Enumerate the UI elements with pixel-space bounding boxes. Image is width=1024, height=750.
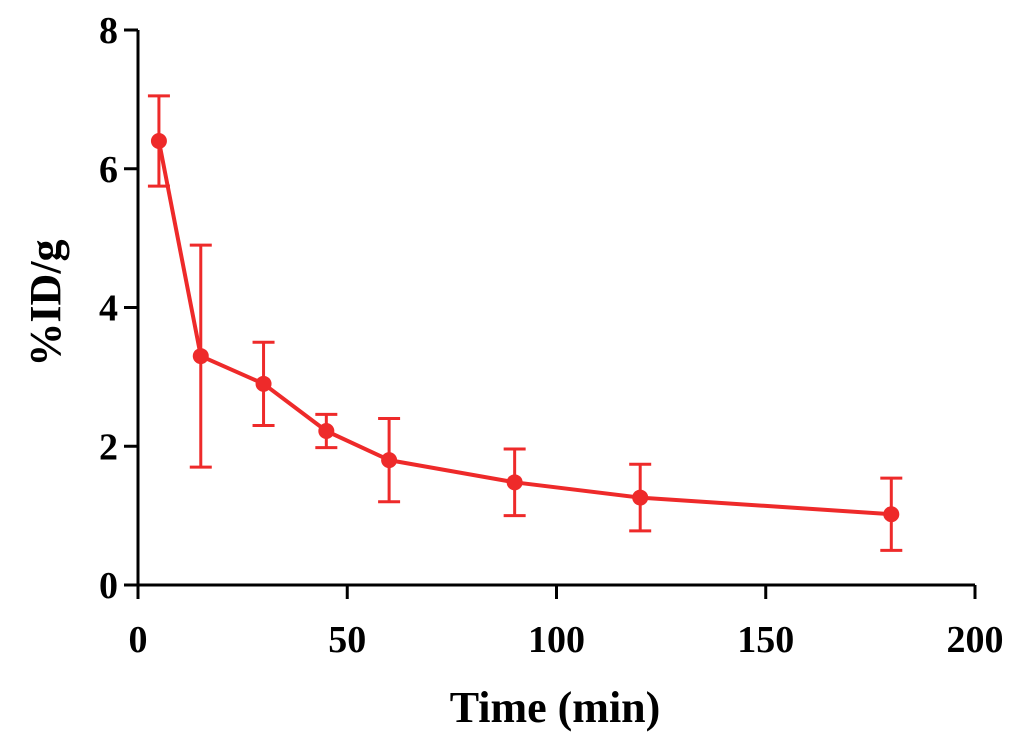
series-line	[156, 140, 892, 517]
y-tick-label: 0	[99, 565, 118, 607]
data-point	[381, 452, 398, 469]
data-point	[506, 474, 523, 491]
data-point	[318, 422, 335, 439]
data-point	[255, 375, 272, 392]
data-point	[883, 506, 900, 523]
axes	[136, 30, 975, 587]
x-tick-label: 50	[328, 619, 366, 661]
data-point	[632, 489, 649, 506]
y-tick-label: 6	[99, 149, 118, 191]
x-tick-label: 150	[737, 619, 794, 661]
y-axis-title: %ID/g	[21, 239, 70, 366]
y-tick-label: 8	[99, 10, 118, 52]
x-tick-label: 0	[129, 619, 148, 661]
series	[147, 94, 903, 552]
data-point	[192, 348, 209, 365]
x-tick-label: 200	[947, 619, 1004, 661]
y-tick-label: 4	[99, 288, 118, 330]
x-axis-title: Time (min)	[450, 683, 661, 732]
x-tick-label: 100	[528, 619, 585, 661]
ticks: 0 50 100 150 200 0 2 4 6 8	[99, 10, 1004, 661]
data-point	[150, 133, 167, 149]
y-tick-label: 2	[99, 426, 118, 468]
